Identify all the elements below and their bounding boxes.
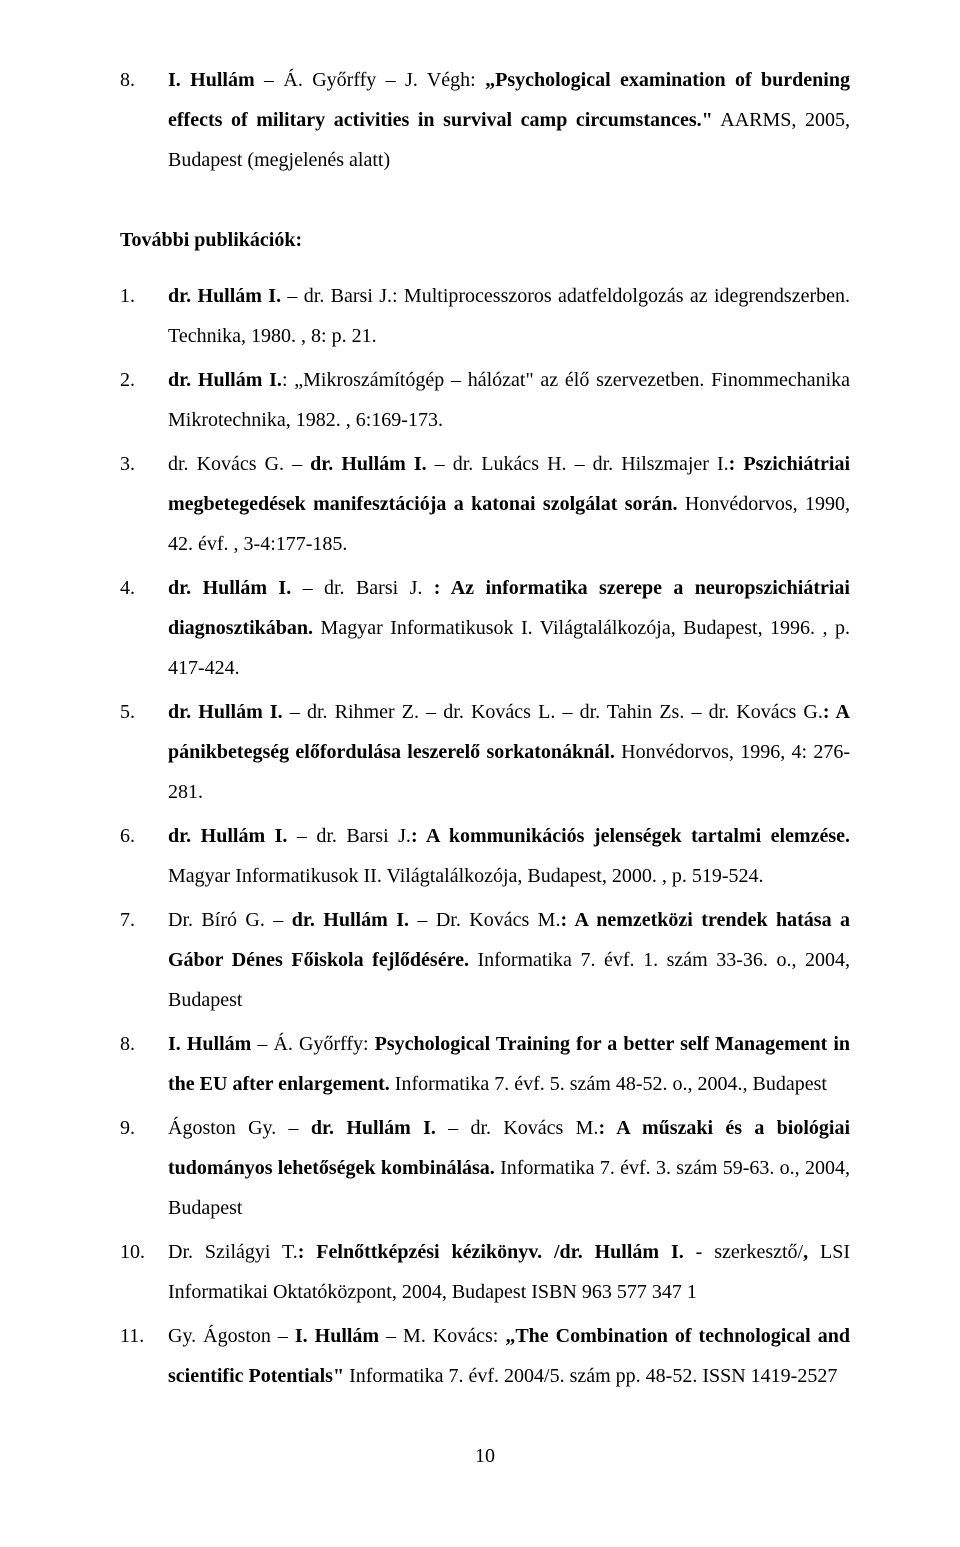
section-heading: További publikációk:	[120, 220, 850, 260]
entry-text: dr. Hullám I.: „Mikroszámítógép – hálóza…	[168, 360, 850, 440]
text-segment: – Dr. Kovács M.	[409, 909, 560, 931]
bold-segment: dr. Hullám I.	[310, 453, 426, 475]
entry-number: 6.	[120, 816, 168, 896]
bold-segment: dr. Hullám I.	[311, 1117, 436, 1139]
text-segment: Gy. Ágoston –	[168, 1325, 295, 1347]
text-segment: – Á. Győrffy – J. Végh:	[255, 69, 486, 91]
bold-segment: I. Hullám	[168, 1033, 251, 1055]
text-segment: Dr. Szilágyi T.	[168, 1241, 298, 1263]
entry-text: dr. Hullám I. – dr. Rihmer Z. – dr. Ková…	[168, 692, 850, 812]
text-segment: - szerkesztő/	[684, 1241, 803, 1263]
entry-number: 9.	[120, 1108, 168, 1228]
reference-entry: 2.dr. Hullám I.: „Mikroszámítógép – háló…	[120, 360, 850, 440]
bold-segment: dr. Hullám I.	[168, 701, 283, 723]
text-segment: Magyar Informatikusok II. Világtalálkozó…	[168, 865, 764, 887]
reference-entry: 11. Gy. Ágoston – I. Hullám – M. Kovács:…	[120, 1316, 850, 1396]
reference-entry: 6. dr. Hullám I. – dr. Barsi J.: A kommu…	[120, 816, 850, 896]
entry-number: 10.	[120, 1232, 168, 1312]
text-segment: – dr. Lukács H. – dr. Hilszmajer I.	[427, 453, 729, 475]
entry-text: dr. Hullám I. – dr. Barsi J.: A kommunik…	[168, 816, 850, 896]
bold-segment: : A kommunikációs jelenségek tartalmi el…	[411, 825, 850, 847]
entry-number: 8.	[120, 1024, 168, 1104]
text-segment: – dr. Barsi J.	[291, 577, 434, 599]
entry-text: Gy. Ágoston – I. Hullám – M. Kovács: „Th…	[168, 1316, 850, 1396]
reference-entry: 3.dr. Kovács G. – dr. Hullám I. – dr. Lu…	[120, 444, 850, 564]
text-segment: dr. Kovács G. –	[168, 453, 310, 475]
entry-number: 4.	[120, 568, 168, 688]
entries-list: 1.dr. Hullám I. – dr. Barsi J.: Multipro…	[120, 276, 850, 1396]
entry-text: Dr. Bíró G. – dr. Hullám I. – Dr. Kovács…	[168, 900, 850, 1020]
reference-entry: 8. I. Hullám – Á. Győrffy – J. Végh: „Ps…	[120, 60, 850, 180]
text-segment: – dr. Kovács M.	[436, 1117, 599, 1139]
bold-segment: dr. Hullám I.	[168, 825, 287, 847]
entry-text: dr. Kovács G. – dr. Hullám I. – dr. Luká…	[168, 444, 850, 564]
entry-number: 5.	[120, 692, 168, 812]
entry-number: 1.	[120, 276, 168, 356]
text-segment: Informatika 7. évf. 2004/5. szám pp. 48-…	[344, 1365, 837, 1387]
text-segment: Ágoston Gy. –	[168, 1117, 311, 1139]
entry-number: 11.	[120, 1316, 168, 1396]
bold-segment: dr. Hullám I.	[292, 909, 409, 931]
bold-segment: /dr. Hullám I.	[554, 1241, 684, 1263]
bold-segment: I. Hullám	[295, 1325, 379, 1347]
entry-number: 8.	[120, 60, 168, 180]
reference-entry: 10. Dr. Szilágyi T.: Felnőttképzési kézi…	[120, 1232, 850, 1312]
text-segment: – dr. Rihmer Z. – dr. Kovács L. – dr. Ta…	[283, 701, 823, 723]
text-segment: – dr. Barsi J.	[287, 825, 411, 847]
author-self: I. Hullám	[168, 69, 255, 91]
entry-number: 7.	[120, 900, 168, 1020]
entry-text: dr. Hullám I. – dr. Barsi J. : Az inform…	[168, 568, 850, 688]
bold-segment: dr. Hullám I.	[168, 285, 281, 307]
entry-number: 2.	[120, 360, 168, 440]
entry-text: Dr. Szilágyi T.: Felnőttképzési kéziköny…	[168, 1232, 850, 1312]
entry-text: I. Hullám – Á. Győrffy – J. Végh: „Psych…	[168, 60, 850, 180]
bold-segment: dr. Hullám I.	[168, 577, 291, 599]
entry-text: Ágoston Gy. – dr. Hullám I. – dr. Kovács…	[168, 1108, 850, 1228]
reference-entry: 4.dr. Hullám I. – dr. Barsi J. : Az info…	[120, 568, 850, 688]
reference-entry: 8.I. Hullám – Á. Győrffy: Psychological …	[120, 1024, 850, 1104]
reference-entry: 1.dr. Hullám I. – dr. Barsi J.: Multipro…	[120, 276, 850, 356]
page-number: 10	[120, 1436, 850, 1476]
text-segment: Dr. Bíró G. –	[168, 909, 292, 931]
text-segment: Informatika 7. évf. 5. szám 48-52. o., 2…	[390, 1073, 827, 1095]
reference-entry: 5.dr. Hullám I. – dr. Rihmer Z. – dr. Ko…	[120, 692, 850, 812]
reference-entry: 9. Ágoston Gy. – dr. Hullám I. – dr. Kov…	[120, 1108, 850, 1228]
bold-segment: dr. Hullám I.	[168, 369, 282, 391]
entry-number: 3.	[120, 444, 168, 564]
entry-text: I. Hullám – Á. Győrffy: Psychological Tr…	[168, 1024, 850, 1104]
text-segment: – Á. Győrffy:	[251, 1033, 374, 1055]
reference-entry: 7. Dr. Bíró G. – dr. Hullám I. – Dr. Kov…	[120, 900, 850, 1020]
text-segment: – M. Kovács:	[379, 1325, 505, 1347]
entry-text: dr. Hullám I. – dr. Barsi J.: Multiproce…	[168, 276, 850, 356]
bold-segment: : Felnőttképzési kézikönyv.	[298, 1241, 554, 1263]
